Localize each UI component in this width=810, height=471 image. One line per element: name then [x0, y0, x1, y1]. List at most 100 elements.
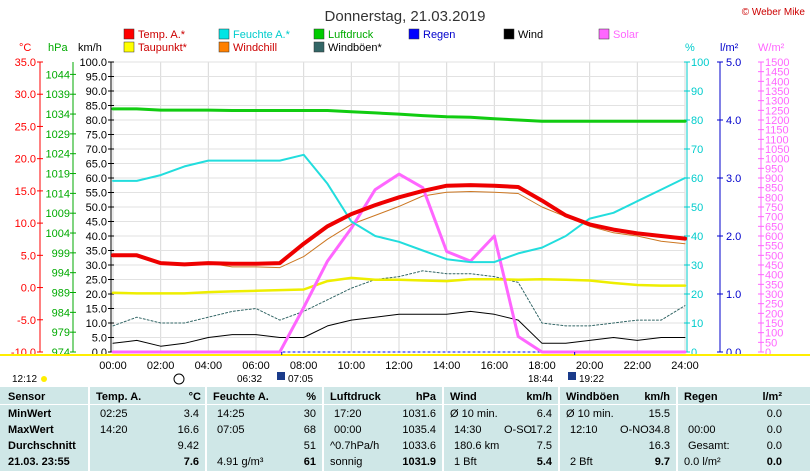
hum-axis-tick-5: 50 — [691, 202, 703, 214]
legend-swatch-0 — [123, 28, 135, 40]
series-solar-line — [111, 172, 687, 354]
dawn-icon — [277, 372, 285, 380]
rain-unit: l/m² — [762, 391, 782, 403]
solar-axis-tick-12: 900 — [765, 173, 783, 185]
wind-axis-tick-0: 100.0 — [79, 57, 107, 69]
gust-max-direction: O-NO — [620, 424, 649, 436]
rain-column: Regen l/m² 0.0 00:00 0.0 Gesamt: 0.0 0.0… — [678, 387, 788, 471]
press-trend: ^0.7hPa/h — [330, 440, 380, 452]
rain-rate-value: 0.0 — [766, 408, 782, 420]
press-current-value: 1031.9 — [402, 456, 436, 468]
temp-unit: °C — [188, 391, 201, 403]
temp-max-value: 16.6 — [177, 424, 199, 436]
legend-swatch-7 — [218, 41, 230, 53]
time-tick-10: 20:00 — [576, 360, 604, 372]
solar-axis-tick-9: 1050 — [765, 144, 789, 156]
temp-axis-tick-5: 10.0 — [15, 218, 36, 230]
time-tick-1: 02:00 — [147, 360, 175, 372]
solar-axis-tick-20: 500 — [765, 250, 783, 262]
wind-unit: km/h — [526, 391, 552, 403]
press-axis-tick-4: 1024 — [46, 149, 70, 161]
wind-axis-tick-1: 95.0 — [86, 72, 107, 84]
gust-bft: 2 Bft — [570, 456, 593, 468]
solar-axis-tick-30: 0 — [765, 347, 771, 359]
sensor-header: Sensor — [8, 391, 46, 403]
summary-table: Sensor MinWert MaxWert Durchschnitt 21.0… — [0, 387, 810, 471]
solar-axis-tick-25: 250 — [765, 299, 783, 311]
wind-avg10-value: 6.4 — [536, 408, 552, 420]
hum-max-time: 07:05 — [217, 424, 245, 436]
dusk-icon — [568, 372, 576, 380]
time-tick-12: 24:00 — [671, 360, 699, 372]
wind-axis-tick-4: 80.0 — [86, 115, 107, 127]
series-windben-line — [112, 270, 686, 327]
wind-axis-tick-20: 0.0 — [92, 347, 107, 359]
time-tick-11: 22:00 — [624, 360, 652, 372]
press-axis-tick-14: 974 — [52, 347, 70, 359]
wind-header: Wind — [450, 391, 477, 403]
credit-text: © Weber Mike — [742, 7, 806, 18]
sunset-label: 18:44 — [528, 374, 553, 385]
temp-axis-tick-6: 5.0 — [21, 250, 36, 262]
rain-axis-tick-2: 3.0 — [726, 173, 741, 185]
solar-axis-tick-21: 450 — [765, 260, 783, 272]
press-header: Luftdruck — [330, 391, 381, 403]
wind-axis-tick-7: 65.0 — [86, 159, 107, 171]
hum-min-value: 30 — [303, 408, 316, 420]
moon-time-label: 12:12 — [12, 374, 37, 385]
series-luftdruck-line — [111, 107, 687, 123]
legend-label-5: Solar — [613, 29, 639, 41]
rain-axis-tick-1: 4.0 — [726, 115, 741, 127]
gust-avg-value: 16.3 — [648, 440, 670, 452]
wind-axis-tick-11: 45.0 — [86, 217, 107, 229]
press-axis-tick-10: 994 — [52, 268, 70, 280]
gust-max-time: 12:10 — [570, 424, 598, 436]
axes: 35.0 30.0 25.0 20.0 15.0 10.0 5.0 0.0 -5.0 -10.0 1… — [11, 57, 790, 372]
solar-axis-tick-7: 1150 — [765, 125, 789, 137]
gust-column: Windböen km/h Ø 10 min. 15.5 12:10 O-NO … — [560, 387, 676, 471]
temp-max-time: 14:20 — [100, 424, 128, 436]
solar-axis-tick-1: 1450 — [765, 67, 789, 79]
temp-header: Temp. A. — [96, 391, 142, 403]
wind-bft: 1 Bft — [454, 456, 477, 468]
wind-column: Wind km/h Ø 10 min. 6.4 14:30 O-SO 17.2 … — [444, 387, 558, 471]
solar-axis-tick-27: 150 — [765, 318, 783, 330]
series-wind-line — [112, 310, 686, 347]
press-axis-tick-11: 989 — [52, 288, 70, 300]
rain-total-value: 0.0 — [766, 440, 782, 452]
temp-min-value: 3.4 — [183, 408, 199, 420]
hum-unit-label: % — [685, 42, 695, 54]
hum-column: Feuchte A. % 14:25 30 07:05 68 51 4.91 g… — [207, 387, 322, 471]
solar-axis-tick-29: 50 — [765, 337, 777, 349]
time-tick-6: 12:00 — [385, 360, 413, 372]
legend-label-8: Windböen* — [328, 42, 383, 54]
wind-avg-value: 7.5 — [536, 440, 552, 452]
rain-axis-tick-3: 2.0 — [726, 231, 741, 243]
temp-axis-tick-7: 0.0 — [21, 283, 36, 295]
wind-unit-label: km/h — [78, 42, 102, 54]
solar-axis-tick-10: 1000 — [765, 154, 789, 166]
hum-axis-tick-4: 60 — [691, 173, 703, 185]
solar-axis-tick-22: 400 — [765, 270, 783, 282]
press-axis-tick-5: 1019 — [46, 169, 70, 181]
hum-avg-value: 51 — [303, 440, 316, 452]
forecast-text: sonnig — [330, 456, 363, 468]
temp-axis-tick-1: 30.0 — [15, 89, 36, 101]
wind-axis-tick-10: 50.0 — [86, 202, 107, 214]
rain-axis-tick-0: 5.0 — [726, 57, 741, 69]
series-tempa-line — [111, 183, 687, 267]
legend-label-4: Wind — [518, 29, 543, 41]
press-axis-tick-12: 984 — [52, 307, 70, 319]
press-min-time: 17:20 — [334, 408, 362, 420]
hum-header: Feuchte A. — [213, 391, 269, 403]
wind-axis-tick-12: 40.0 — [86, 231, 107, 243]
solar-axis-tick-11: 950 — [765, 163, 783, 175]
time-tick-2: 04:00 — [195, 360, 223, 372]
legend-label-3: Regen — [423, 29, 455, 41]
rain-unit-label: l/m² — [720, 42, 739, 54]
row-label-avg: Durchschnitt — [8, 440, 76, 452]
legend-label-0: Temp. A.* — [138, 29, 186, 41]
legend-swatch-4 — [503, 28, 515, 40]
wind-avg10-label: Ø 10 min. — [450, 408, 498, 420]
legend-swatch-1 — [218, 28, 230, 40]
